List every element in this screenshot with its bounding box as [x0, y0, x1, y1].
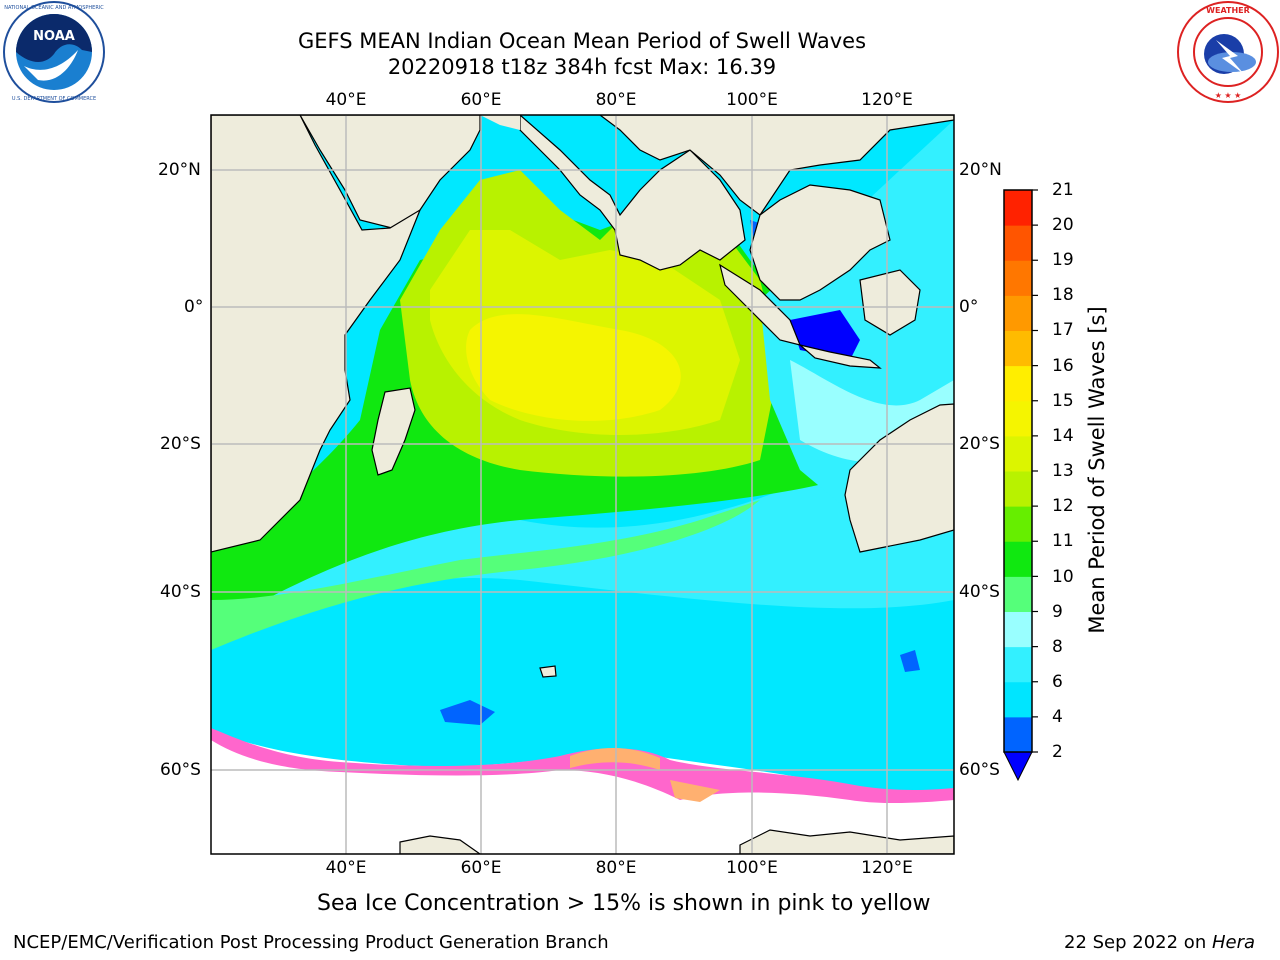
lat-label-left-40s: 40°S [160, 582, 201, 602]
date-stamp: 22 Sep 2022 on Hera [1064, 932, 1255, 953]
colorbar-tick: 20 [1052, 215, 1074, 235]
land-madagascar [371, 387, 416, 476]
swell-band-yellow-core [466, 314, 681, 421]
colorbar-tick: 17 [1052, 320, 1074, 340]
colorbar-tick: 4 [1052, 707, 1063, 727]
land-africa-east [211, 115, 422, 553]
lon-label-bottom-100e: 100°E [726, 858, 778, 878]
lat-label-right-20s: 20°S [959, 434, 1000, 454]
colorbar-band [1004, 190, 1032, 226]
colorbar-band [1004, 646, 1032, 683]
sea-ice-patch-east [670, 780, 720, 802]
colorbar-tick: 14 [1052, 426, 1074, 446]
land-australia [844, 403, 954, 553]
land-kerguelen [539, 665, 557, 678]
lat-label-left-0: 0° [184, 297, 204, 317]
colorbar-tick: 6 [1052, 672, 1063, 692]
colorbar-tick: 9 [1052, 602, 1063, 622]
title-line-1: GEFS MEAN Indian Ocean Mean Period of Sw… [297, 29, 867, 53]
colorbar-band [1004, 365, 1032, 402]
svg-text:WEATHER: WEATHER [1206, 6, 1250, 15]
svg-text:NOAA: NOAA [33, 29, 75, 44]
svg-text:U.S. DEPARTMENT OF COMMERCE: U.S. DEPARTMENT OF COMMERCE [12, 96, 96, 102]
colorbar-tick: 19 [1052, 250, 1074, 270]
swell-low-patch-east [900, 650, 920, 672]
colorbar-band [1004, 506, 1032, 542]
colorbar-band [1004, 471, 1032, 507]
colorbar-band [1004, 400, 1032, 437]
colorbar-band [1004, 576, 1032, 612]
colorbar-band [1004, 225, 1032, 261]
lat-label-right-40s: 40°S [959, 582, 1000, 602]
colorbar-tick: 16 [1052, 356, 1074, 376]
lon-label-top-120e: 120°E [861, 90, 913, 110]
polar-region [211, 730, 954, 854]
colorbar-band [1004, 611, 1032, 648]
land-sumatra [719, 263, 801, 346]
lat-label-left-20s: 20°S [160, 434, 201, 454]
land-india-upper [480, 115, 520, 130]
sea-ice-note: Sea Ice Concentration > 15% is shown in … [317, 891, 931, 916]
machine-name: Hera [1211, 932, 1255, 953]
land-indochina [749, 184, 891, 301]
colorbar-band [1004, 716, 1032, 753]
title-line-2: 20220918 t18z 384h fcst Max: 16.39 [387, 55, 777, 79]
land-antarctica [399, 835, 482, 854]
colorbar-extend-triangle [1003, 751, 1033, 782]
lon-label-top-80e: 80°E [595, 90, 637, 110]
land-borneo [859, 269, 921, 336]
lon-label-bottom-120e: 120°E [861, 858, 913, 878]
land-java [799, 344, 882, 369]
sea-ice-fringe [211, 728, 954, 804]
svg-text:NATIONAL OCEANIC AND ATMOSPHER: NATIONAL OCEANIC AND ATMOSPHERIC [4, 5, 104, 11]
lon-label-top-60e: 60°E [460, 90, 502, 110]
lon-label-bottom-60e: 60°E [460, 858, 502, 878]
credit-text: NCEP/EMC/Verification Post Processing Pr… [13, 932, 609, 953]
colorbar-tick: 13 [1052, 461, 1074, 481]
colorbar-label: Mean Period of Swell Waves [s] [1085, 306, 1109, 634]
colorbar-tick: 11 [1052, 531, 1074, 551]
svg-text:★ ★ ★: ★ ★ ★ [1215, 91, 1242, 100]
colorbar-band [1004, 330, 1032, 367]
lat-label-left-20n: 20°N [158, 160, 201, 180]
colorbar-tick: 10 [1052, 567, 1074, 587]
colorbar-tick: 15 [1052, 391, 1074, 411]
date-text: 22 Sep 2022 on [1064, 932, 1212, 953]
colorbar-band [1004, 295, 1032, 331]
colorbar-tick: 18 [1052, 285, 1074, 305]
land-antarctica-east [739, 829, 954, 854]
colorbar-tick: 12 [1052, 496, 1074, 516]
noaa-logo: NOAA NATIONAL OCEANIC AND ATMOSPHERIC U.… [3, 1, 105, 103]
lat-label-right-0: 0° [959, 297, 979, 317]
colorbar-tick: 8 [1052, 637, 1063, 657]
lat-label-left-60s: 60°S [160, 760, 201, 780]
colorbar-band [1004, 681, 1032, 718]
colorbar-band [1004, 260, 1032, 296]
lon-label-bottom-80e: 80°E [595, 858, 637, 878]
land-india [519, 115, 746, 271]
lat-label-right-60s: 60°S [959, 760, 1000, 780]
lat-label-right-20n: 20°N [959, 160, 1002, 180]
lon-label-top-40e: 40°E [325, 90, 367, 110]
colorbar-band [1004, 541, 1032, 577]
sea-ice-orange [570, 747, 660, 770]
lon-label-bottom-40e: 40°E [325, 858, 367, 878]
colorbar-tick: 21 [1052, 180, 1074, 200]
lon-label-top-100e: 100°E [726, 90, 778, 110]
colorbar-band [1004, 435, 1032, 472]
colorbar-tick: 2 [1052, 742, 1063, 762]
graticule [211, 115, 954, 854]
nws-logo: WEATHER ★ ★ ★ [1177, 1, 1279, 103]
colorbar [1003, 189, 1038, 782]
map-frame [210, 114, 955, 855]
